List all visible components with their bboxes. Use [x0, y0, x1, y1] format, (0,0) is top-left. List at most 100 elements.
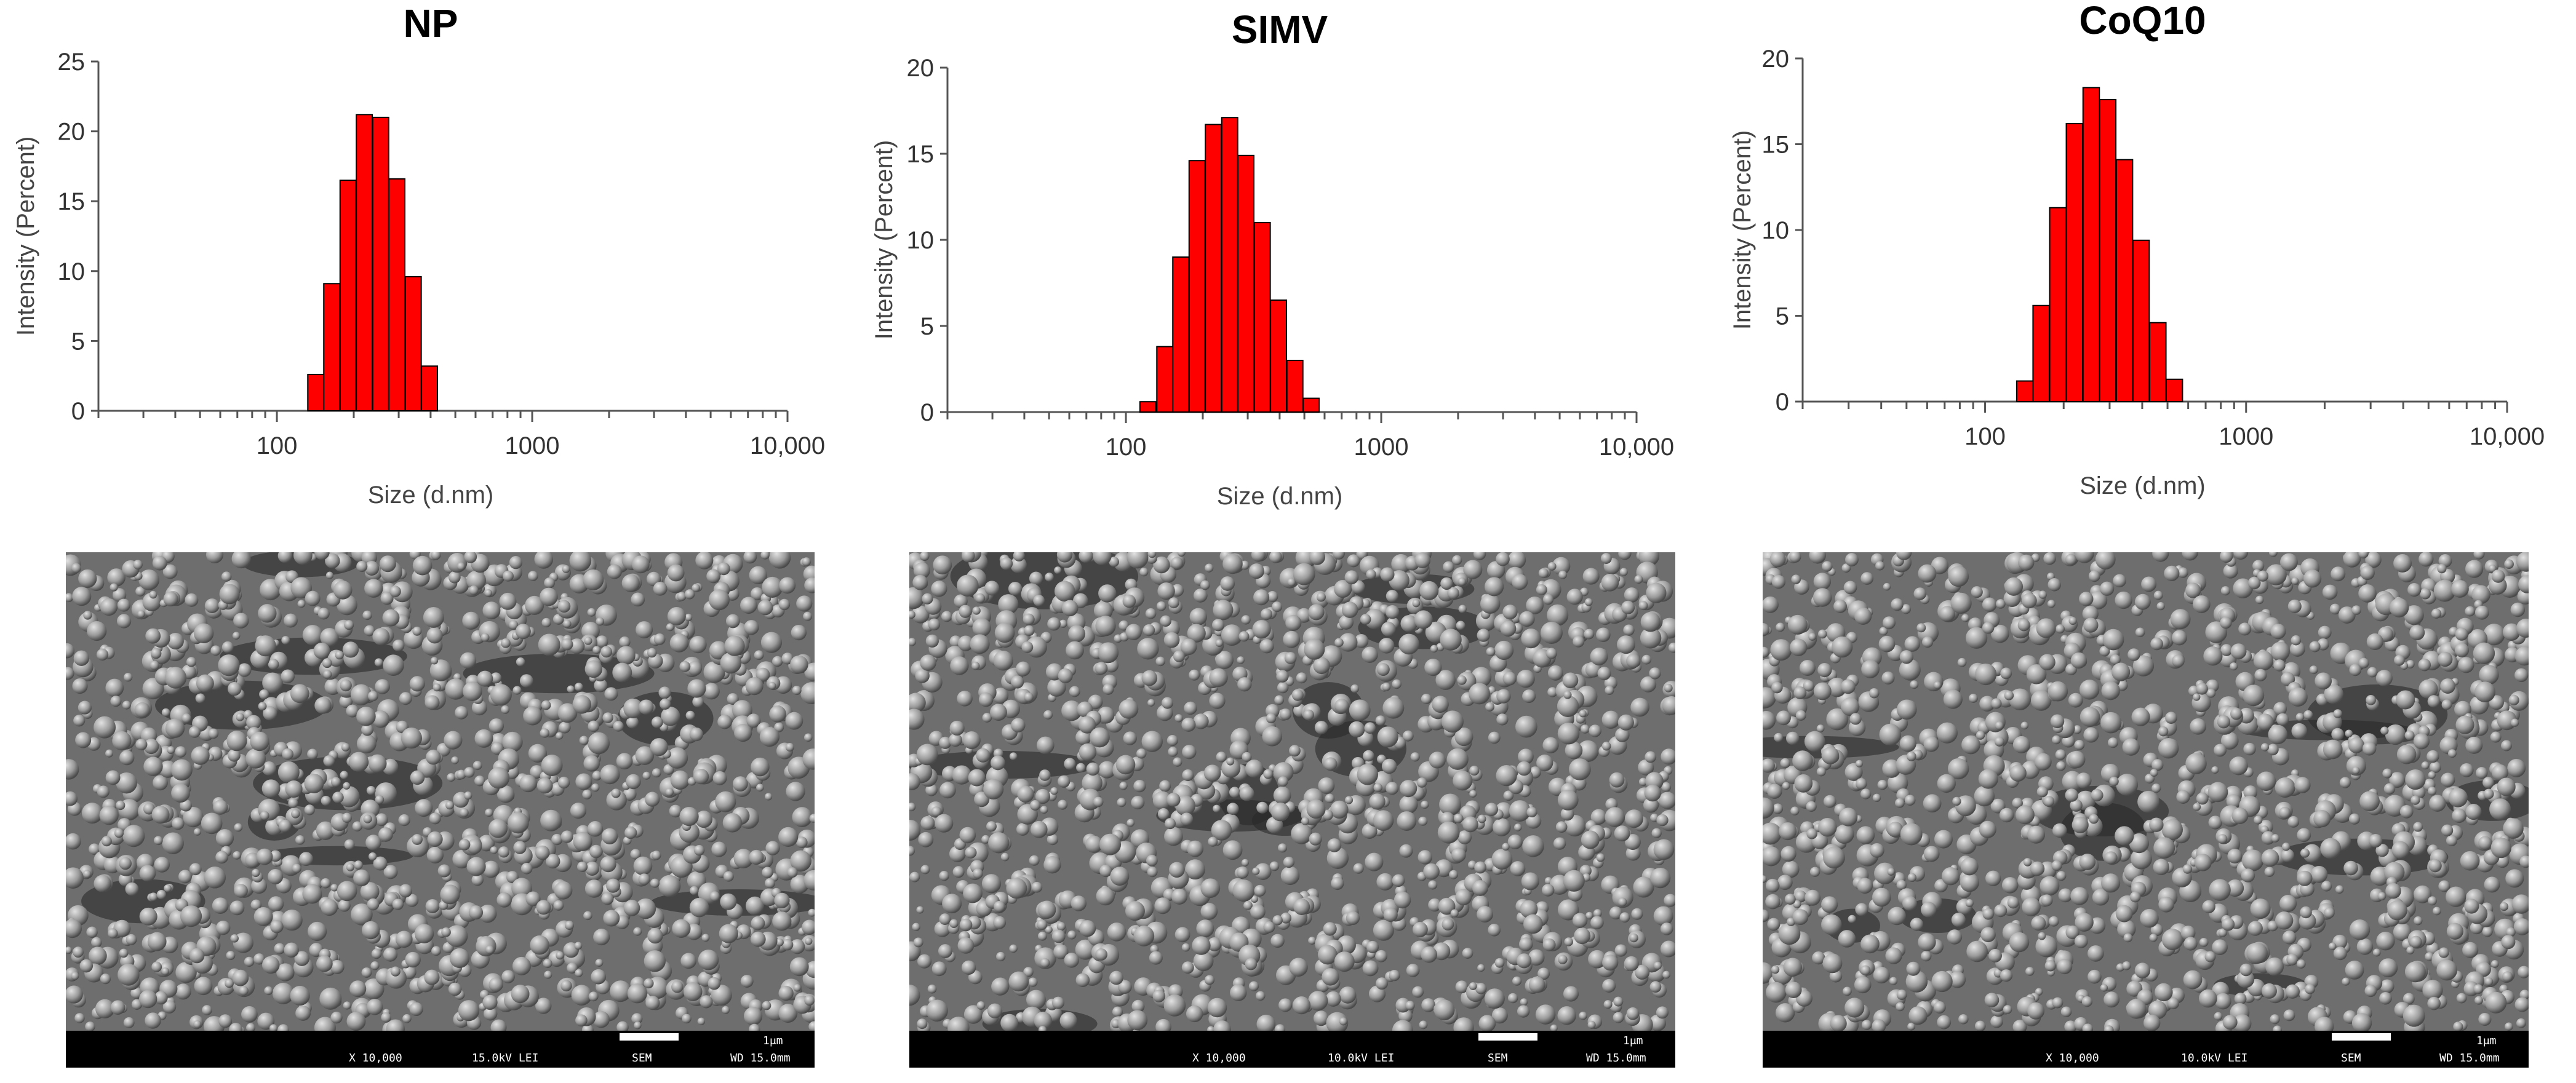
sem-particle: [1272, 601, 1283, 613]
histogram-bar: [1221, 117, 1238, 413]
sem-particle: [536, 777, 553, 794]
sem-particle: [1323, 757, 1338, 771]
sem-particle: [1185, 859, 1205, 880]
sem-particle: [1562, 672, 1579, 689]
sem-particle: [2030, 861, 2045, 876]
sem-particle: [366, 785, 376, 795]
sem-particle: [1596, 627, 1611, 643]
sem-scale-label: 1μm: [763, 1034, 783, 1047]
sem-particle: [1186, 1005, 1203, 1023]
sem-particle: [789, 939, 805, 954]
sem-particle: [1579, 1011, 1587, 1020]
sem-particle: [1664, 894, 1675, 907]
sem-particle: [700, 995, 713, 1009]
sem-particle: [2438, 947, 2449, 958]
sem-particle: [437, 864, 451, 878]
sem-particle: [587, 821, 604, 837]
sem-particle: [569, 552, 592, 572]
sem-particle: [928, 618, 941, 631]
sem-particle: [1263, 921, 1275, 933]
sem-particle: [278, 819, 292, 833]
sem-particle: [389, 585, 401, 598]
sem-particle: [1453, 813, 1464, 823]
sem-particle: [1475, 983, 1487, 994]
sem-particle: [1127, 552, 1149, 569]
sem-info-bar: X 10,000 10.0kV LEI SEM WD 15.0mm 1μm: [1763, 1031, 2529, 1068]
sem-particle: [1875, 561, 1885, 571]
sem-particle: [740, 597, 757, 614]
sem-particle: [1009, 944, 1018, 953]
sem-particle: [1950, 592, 1972, 614]
sem-particle: [1878, 635, 1896, 653]
histogram-bar: [404, 276, 422, 411]
sem-particle: [228, 681, 242, 696]
sem-particle: [2056, 624, 2065, 634]
sem-particle: [2000, 969, 2013, 982]
sem-particle: [1572, 913, 1588, 928]
sem-particle: [477, 670, 493, 687]
sem-particle: [163, 591, 178, 606]
sem-particle: [666, 747, 688, 769]
sem-particle: [2380, 726, 2389, 735]
sem-particle: [1364, 609, 1386, 630]
sem-particle: [687, 661, 703, 676]
sem-particle: [2345, 729, 2353, 738]
sem-particle: [535, 998, 552, 1014]
sem-particle: [1854, 976, 1872, 994]
sem-particle: [2226, 794, 2241, 809]
sem-particle: [1291, 823, 1312, 844]
sem-particle: [276, 963, 295, 982]
sem-particle: [2300, 906, 2312, 919]
sem-particle: [1222, 840, 1243, 860]
sem-particle: [2017, 619, 2030, 632]
x-tick-label: 10,000: [1599, 434, 1674, 461]
sem-particle: [2490, 960, 2499, 968]
sem-particle: [2403, 993, 2415, 1005]
sem-particle: [485, 945, 495, 954]
sem-particle: [295, 835, 305, 845]
sem-particle: [471, 874, 484, 886]
sem-particle: [1589, 724, 1601, 737]
sem-particle: [519, 674, 533, 688]
sem-particle: [1141, 731, 1163, 752]
sem-particle: [1951, 913, 1966, 927]
sem-particle: [379, 555, 396, 573]
sem-particle: [2212, 939, 2228, 956]
histogram-bar: [2049, 207, 2067, 402]
sem-particle: [2041, 894, 2053, 906]
sem-particle: [1597, 667, 1611, 681]
sem-particle: [262, 672, 283, 694]
sem-particle: [488, 977, 503, 992]
sem-particle: [1181, 943, 1190, 952]
sem-particle: [1200, 878, 1221, 899]
sem-particle: [1241, 615, 1251, 625]
sem-particle: [2452, 808, 2466, 823]
sem-particle: [2261, 983, 2277, 999]
sem-particle: [1922, 636, 1934, 648]
sem-particle: [189, 948, 205, 964]
sem-particle: [1028, 977, 1038, 987]
sem-particle: [125, 882, 139, 896]
histogram-bar: [1139, 401, 1157, 413]
sem-particle: [362, 610, 372, 621]
sem-particle: [2436, 959, 2458, 981]
sem-particle: [556, 732, 564, 740]
sem-particle: [1996, 599, 2006, 609]
sem-particle: [1136, 748, 1147, 759]
histogram-bar: [2115, 159, 2134, 402]
sem-particle: [2362, 741, 2377, 756]
sem-particle: [457, 562, 465, 571]
sem-particle: [252, 868, 260, 878]
sem-particle: [909, 773, 920, 791]
sem-particle: [299, 852, 313, 867]
sem-particle: [1472, 880, 1488, 896]
sem-particle: [918, 831, 934, 847]
sem-particle: [2122, 961, 2131, 970]
sem-particle: [774, 892, 790, 908]
sem-particle: [2176, 790, 2190, 804]
sem-particle: [623, 900, 640, 916]
sem-particle: [600, 646, 613, 658]
sem-particle: [339, 694, 353, 708]
sem-particle: [496, 892, 512, 908]
sem-particle: [2068, 750, 2086, 769]
